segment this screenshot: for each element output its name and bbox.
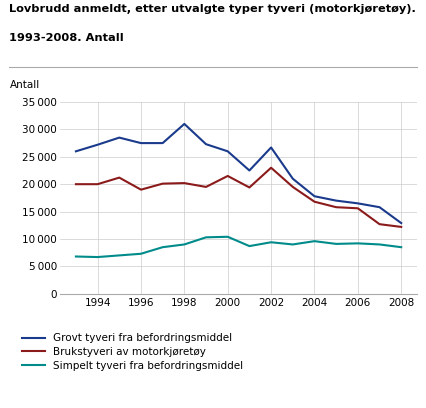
Simpelt tyveri fra befordringsmiddel [95,255,100,259]
Grovt tyveri fra befordringsmiddel [204,142,209,146]
Grovt tyveri fra befordringsmiddel [225,149,230,154]
Simpelt tyveri fra befordringsmiddel [290,242,295,247]
Text: Antall: Antall [9,80,40,91]
Brukstyveri av motorkjøretøy [160,181,165,186]
Brukstyveri av motorkjøretøy [117,175,122,180]
Brukstyveri av motorkjøretøy [204,184,209,189]
Brukstyveri av motorkjøretøy [268,165,273,170]
Grovt tyveri fra befordringsmiddel [160,141,165,146]
Grovt tyveri fra befordringsmiddel [290,176,295,181]
Brukstyveri av motorkjøretøy [312,199,317,204]
Simpelt tyveri fra befordringsmiddel [334,242,339,246]
Simpelt tyveri fra befordringsmiddel [399,245,404,250]
Grovt tyveri fra befordringsmiddel [95,142,100,147]
Brukstyveri av motorkjøretøy [355,206,360,211]
Grovt tyveri fra befordringsmiddel [312,194,317,199]
Grovt tyveri fra befordringsmiddel [73,149,78,154]
Brukstyveri av motorkjøretøy [290,184,295,189]
Simpelt tyveri fra befordringsmiddel [225,234,230,239]
Brukstyveri av motorkjøretøy [334,205,339,210]
Simpelt tyveri fra befordringsmiddel [138,251,144,256]
Brukstyveri av motorkjøretøy [225,173,230,178]
Grovt tyveri fra befordringsmiddel [182,122,187,126]
Brukstyveri av motorkjøretøy [247,185,252,190]
Simpelt tyveri fra befordringsmiddel [204,235,209,240]
Grovt tyveri fra befordringsmiddel [117,135,122,140]
Grovt tyveri fra befordringsmiddel [377,205,382,210]
Line: Brukstyveri av motorkjøretøy: Brukstyveri av motorkjøretøy [76,168,401,227]
Simpelt tyveri fra befordringsmiddel [377,242,382,247]
Grovt tyveri fra befordringsmiddel [268,145,273,150]
Simpelt tyveri fra befordringsmiddel [73,254,78,259]
Simpelt tyveri fra befordringsmiddel [312,239,317,244]
Simpelt tyveri fra befordringsmiddel [355,241,360,246]
Grovt tyveri fra befordringsmiddel [334,198,339,203]
Brukstyveri av motorkjøretøy [73,182,78,186]
Brukstyveri av motorkjøretøy [377,222,382,226]
Grovt tyveri fra befordringsmiddel [138,141,144,146]
Line: Grovt tyveri fra befordringsmiddel: Grovt tyveri fra befordringsmiddel [76,124,401,223]
Brukstyveri av motorkjøretøy [399,224,404,229]
Brukstyveri av motorkjøretøy [138,187,144,192]
Grovt tyveri fra befordringsmiddel [399,221,404,226]
Brukstyveri av motorkjøretøy [182,181,187,186]
Simpelt tyveri fra befordringsmiddel [268,240,273,245]
Simpelt tyveri fra befordringsmiddel [117,253,122,258]
Simpelt tyveri fra befordringsmiddel [247,244,252,248]
Legend: Grovt tyveri fra befordringsmiddel, Brukstyveri av motorkjøretøy, Simpelt tyveri: Grovt tyveri fra befordringsmiddel, Bruk… [22,333,243,371]
Text: Lovbrudd anmeldt, etter utvalgte typer tyveri (motorkjøretøy).: Lovbrudd anmeldt, etter utvalgte typer t… [9,4,415,14]
Brukstyveri av motorkjøretøy [95,182,100,186]
Grovt tyveri fra befordringsmiddel [355,201,360,206]
Simpelt tyveri fra befordringsmiddel [182,242,187,247]
Simpelt tyveri fra befordringsmiddel [160,245,165,250]
Line: Simpelt tyveri fra befordringsmiddel: Simpelt tyveri fra befordringsmiddel [76,237,401,257]
Text: 1993-2008. Antall: 1993-2008. Antall [9,33,123,43]
Grovt tyveri fra befordringsmiddel [247,168,252,173]
